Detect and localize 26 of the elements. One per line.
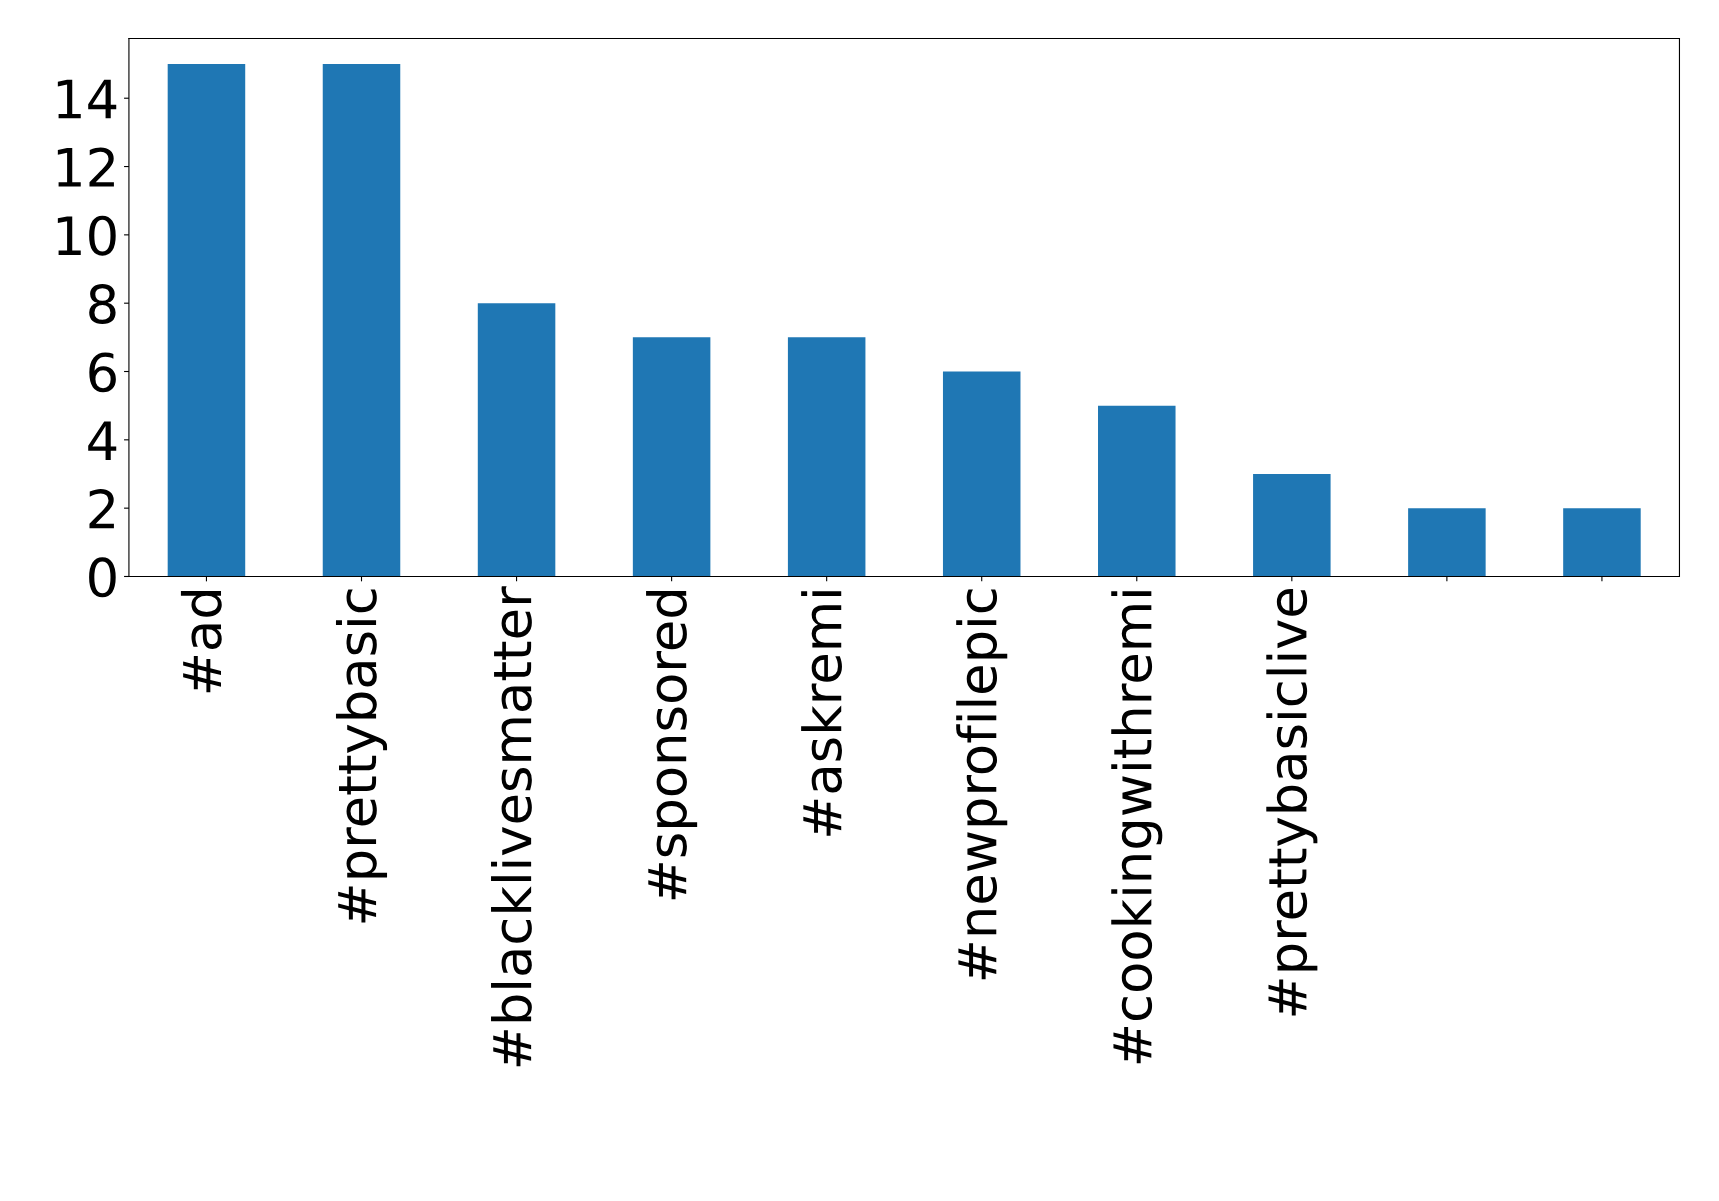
bar xyxy=(322,64,401,577)
y-tick-label: 10 xyxy=(57,215,116,256)
x-tick-label: #sponsored xyxy=(646,591,698,900)
bar xyxy=(1408,508,1486,577)
x-tick-label: #ad xyxy=(180,591,222,693)
bar xyxy=(942,371,1021,577)
x-tick-label: #blacklivesmatter xyxy=(491,586,532,1067)
bar xyxy=(1098,405,1176,577)
bar xyxy=(167,64,246,577)
x-tick-label: #cookingwithremi xyxy=(1111,591,1163,1064)
y-tick-label: 12 xyxy=(57,147,114,187)
bar xyxy=(477,303,556,577)
y-tick-label: 8 xyxy=(89,284,116,324)
y-tick-label: 14 xyxy=(57,79,117,119)
y-tick-label: 2 xyxy=(89,489,114,529)
x-tick-label: #prettybasic xyxy=(335,589,388,923)
x-tick-label: #askremi xyxy=(801,591,842,836)
bar xyxy=(1253,473,1331,577)
bar xyxy=(632,337,711,577)
bar xyxy=(787,337,866,577)
y-tick-label: 4 xyxy=(88,421,117,460)
y-tick-label: 6 xyxy=(89,352,116,393)
y-tick-label: 0 xyxy=(89,557,116,598)
x-tick-label: #newprofilepic xyxy=(956,589,1008,980)
x-tick-label: #prettybasiclive xyxy=(1266,589,1318,1016)
bar xyxy=(1563,508,1641,577)
